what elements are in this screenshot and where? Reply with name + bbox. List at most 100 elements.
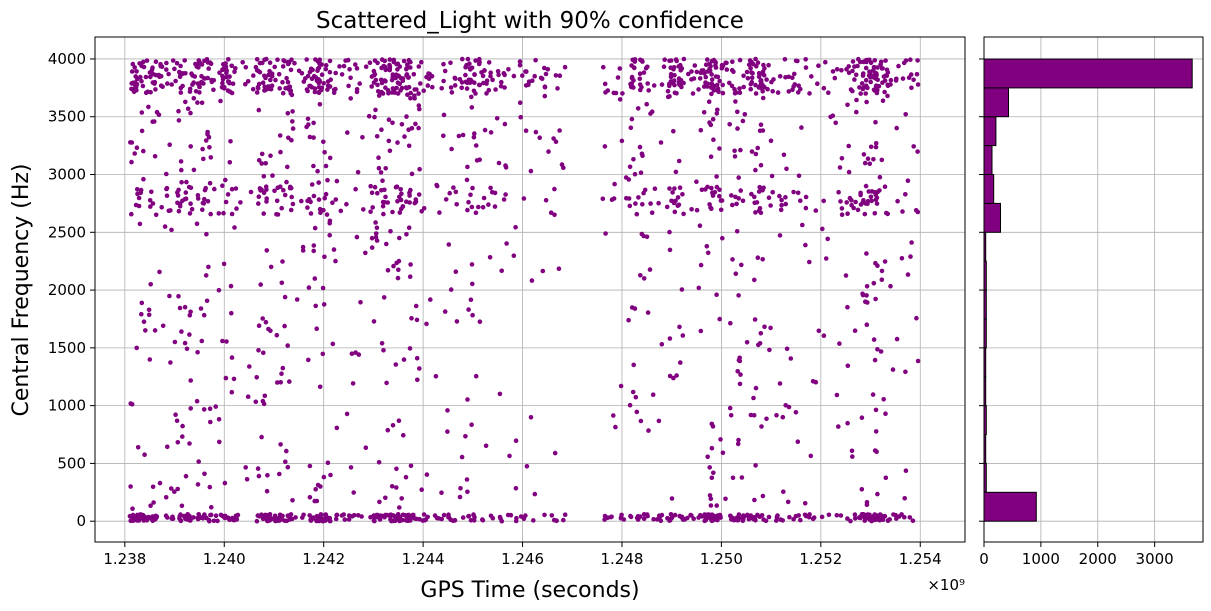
scatter-point <box>452 83 458 88</box>
scatter-point <box>738 372 743 377</box>
scatter-point <box>130 80 136 86</box>
scatter-point <box>208 211 213 217</box>
scatter-point <box>317 102 323 107</box>
scatter-point <box>363 250 368 256</box>
scatter-point <box>735 126 740 131</box>
scatter-point <box>254 375 259 380</box>
scatter-point <box>752 317 758 322</box>
scatter-point <box>345 130 350 135</box>
scatter-point <box>486 202 491 207</box>
scatter-point <box>709 421 715 427</box>
scatter-point <box>533 57 538 63</box>
scatter-point <box>132 151 137 156</box>
scatter-point <box>681 56 687 62</box>
scatter-point <box>849 197 854 203</box>
scatter-point <box>749 191 754 197</box>
scatter-point <box>216 211 222 216</box>
scatter-point <box>508 512 514 518</box>
scatter-point <box>368 209 373 214</box>
scatter-point <box>542 93 548 99</box>
scatter-point <box>224 68 229 73</box>
scatter-point <box>748 412 754 418</box>
scatter-point <box>146 104 151 110</box>
scatter-point <box>753 463 758 468</box>
scatter-point <box>399 206 404 212</box>
scatter-point <box>771 77 776 82</box>
scatter-point <box>253 399 259 405</box>
scatter-point <box>374 134 380 139</box>
scatter-point <box>399 85 405 91</box>
scatter-point <box>672 186 677 191</box>
scatter-point <box>733 99 738 104</box>
scatter-point <box>264 488 270 494</box>
scatter-point <box>499 79 504 85</box>
scatter-point <box>283 86 288 91</box>
scatter-point <box>631 85 636 90</box>
scatter-point <box>305 116 311 122</box>
scatter-point <box>453 269 459 275</box>
scatter-point <box>798 517 803 523</box>
scatter-point <box>908 57 913 62</box>
scatter-point <box>609 197 615 202</box>
scatter-point <box>754 200 760 205</box>
scatter-point <box>871 280 877 286</box>
scatter-point <box>701 84 707 89</box>
scatter-point <box>313 57 318 62</box>
scatter-point <box>809 74 814 79</box>
scatter-point <box>202 196 207 202</box>
scatter-point <box>718 198 724 203</box>
y-tick-label: 4000 <box>48 50 86 68</box>
scatter-point <box>639 231 645 237</box>
scatter-point <box>152 328 158 333</box>
scatter-point <box>873 296 878 302</box>
scatter-point <box>390 423 396 428</box>
scatter-point <box>735 369 740 374</box>
scatter-point <box>447 190 453 196</box>
scatter-point <box>354 66 360 71</box>
scatter-point <box>800 222 805 228</box>
scatter-point <box>648 201 653 206</box>
scatter-point <box>218 98 223 104</box>
scatter-point <box>714 82 720 88</box>
scatter-point <box>145 89 150 95</box>
scatter-point <box>903 112 908 117</box>
scatter-point <box>325 177 330 183</box>
scatter-point <box>381 348 386 353</box>
scatter-point <box>172 489 177 495</box>
scatter-point <box>426 71 431 76</box>
scatter-point <box>873 119 878 125</box>
scatter-point <box>382 514 387 520</box>
scatter-point <box>282 192 288 198</box>
y-tick-label: 1500 <box>48 339 86 357</box>
scatter-point <box>404 85 410 91</box>
scatter-point <box>278 380 284 385</box>
scatter-point <box>864 59 869 65</box>
scatter-point <box>323 512 329 517</box>
scatter-point <box>795 90 801 95</box>
scatter-point <box>697 223 703 228</box>
scatter-point <box>645 310 651 315</box>
scatter-point <box>179 180 184 185</box>
scatter-point <box>481 195 487 201</box>
scatter-point <box>732 148 737 154</box>
scatter-point <box>311 193 317 199</box>
scatter-point <box>759 424 764 429</box>
scatter-point <box>641 512 647 517</box>
scatter-point <box>774 413 779 418</box>
scatter-point <box>402 134 407 139</box>
scatter-point <box>160 323 166 329</box>
scatter-point <box>176 187 181 193</box>
scatter-point <box>707 493 713 498</box>
scatter-point <box>321 81 327 86</box>
scatter-point <box>492 204 498 209</box>
scatter-point <box>313 303 319 309</box>
scatter-point <box>177 305 183 311</box>
scatter-point <box>285 464 291 470</box>
scatter-point <box>537 135 542 140</box>
scatter-point <box>290 109 295 114</box>
scatter-point <box>834 513 840 518</box>
scatter-point <box>677 324 682 330</box>
scatter-point <box>394 184 400 189</box>
scatter-point <box>706 99 712 104</box>
scatter-point <box>517 59 523 64</box>
